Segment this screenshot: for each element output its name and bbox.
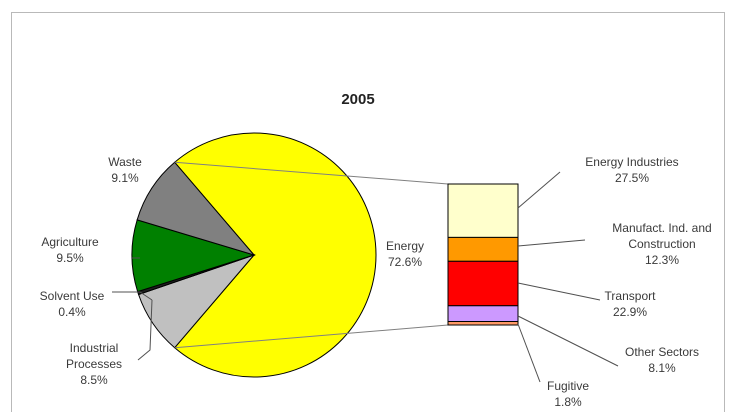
leader-line xyxy=(137,299,153,361)
bar-segment xyxy=(447,305,519,322)
bar-segment xyxy=(447,236,519,262)
bar-data-label: Fugitive 1.8% xyxy=(547,379,589,409)
chart-title: 2005 xyxy=(341,91,374,108)
pie xyxy=(131,132,377,378)
breakdown-bar xyxy=(447,183,519,326)
leader-line xyxy=(517,315,619,367)
pie-slice xyxy=(173,132,377,378)
bar-data-label: Manufact. Ind. and Construction 12.3% xyxy=(612,221,711,267)
pie-data-label: Waste 9.1% xyxy=(108,155,142,185)
leader-line xyxy=(112,291,153,301)
bar-segment xyxy=(447,260,519,307)
pie-bar-connectors xyxy=(174,161,449,349)
bar-data-label: Energy Industries 27.5% xyxy=(585,155,678,185)
bar-segment xyxy=(447,321,519,326)
data-labels: Energy 72.6% Industrial Processes 8.5% Solven… xyxy=(40,155,712,409)
pie-data-label: Industrial Processes 8.5% xyxy=(66,341,122,387)
chart-frame xyxy=(11,12,725,412)
bar-segment xyxy=(447,183,519,238)
pie-data-label: Solvent Use 0.4% xyxy=(40,289,105,319)
connector-line xyxy=(174,324,449,349)
pie-data-label: Energy 72.6% xyxy=(386,239,424,269)
connector-line xyxy=(174,161,449,185)
leader-line xyxy=(517,239,586,247)
leader-line xyxy=(517,323,541,383)
leader-line xyxy=(517,282,601,301)
leader-line xyxy=(517,171,561,209)
bar-data-label: Other Sectors 8.1% xyxy=(625,345,699,375)
bar-data-label: Transport 22.9% xyxy=(605,289,657,319)
pie-slice xyxy=(136,161,256,256)
pie-data-label: Agriculture 9.5% xyxy=(41,235,99,265)
leader-lines xyxy=(112,171,619,383)
